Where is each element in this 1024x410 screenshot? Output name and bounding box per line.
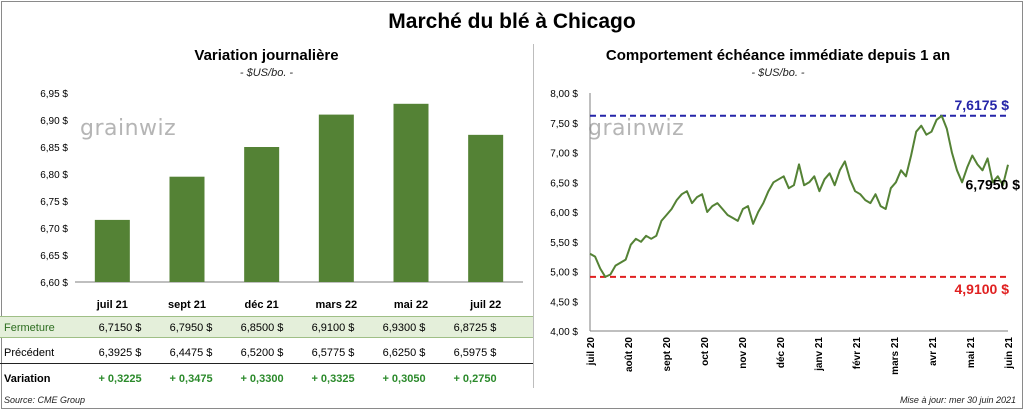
bar-chart-unit: - $US/bo. -: [239, 67, 294, 79]
x-tick-label: déc 20: [776, 337, 787, 369]
update-note: Mise à jour: mer 30 juin 2021: [899, 395, 1016, 405]
x-tick-label: nov 20: [738, 337, 749, 369]
y-tick-label: 6,50 $: [550, 178, 578, 189]
x-tick-label: avr 21: [928, 337, 939, 366]
x-tick-label: juil 20: [586, 337, 597, 367]
x-tick-label: juin 21: [1004, 337, 1015, 370]
last-value-label: 6,7950 $: [966, 177, 1021, 193]
y-tick-label: 8,00 $: [550, 89, 578, 100]
x-tick-label: mars 22: [316, 299, 358, 311]
x-tick-label: juil 21: [96, 299, 128, 311]
x-tick-label: déc 21: [245, 299, 279, 311]
y-tick-label: 5,00 $: [550, 268, 578, 279]
bar: [393, 103, 429, 282]
table-cell: + 0,3050: [382, 373, 426, 385]
table-cell: 6,5775 $: [311, 347, 355, 359]
series-line: [589, 114, 1009, 278]
table-cell: 6,7950 $: [169, 322, 213, 334]
y-tick-label: 6,70 $: [40, 224, 68, 235]
table-cell: 6,8500 $: [240, 322, 284, 334]
bar-chart-title: Variation journalière: [194, 47, 339, 64]
table-cell: + 0,2750: [453, 373, 497, 385]
bar: [318, 114, 354, 282]
max-value-label: 7,6175 $: [955, 97, 1010, 113]
table-row-previous: Précédent 6,3925 $ 6,4475 $ 6,5200 $ 6,5…: [0, 342, 533, 364]
table-cell: + 0,3475: [169, 373, 213, 385]
bar: [468, 134, 504, 282]
bar: [169, 176, 205, 282]
x-tick-label: sept 21: [168, 299, 206, 311]
bar-chart: 6,60 $ 6,65 $ 6,70 $ 6,75 $ 6,80 $ 6,85 $ 6,90…: [40, 89, 523, 311]
bar: [244, 147, 280, 282]
source-note: Source: CME Group: [4, 395, 86, 405]
row-label: Précédent: [4, 347, 55, 359]
y-tick-label: 5,50 $: [550, 238, 578, 249]
y-tick-label: 6,65 $: [40, 251, 68, 262]
table-cell: 6,8725 $: [453, 322, 497, 334]
table-cell: + 0,3300: [240, 373, 284, 385]
panel-divider: [533, 44, 534, 388]
table-cell: 6,5200 $: [240, 347, 284, 359]
table-cell: 6,9300 $: [382, 322, 426, 334]
line-chart-title: Comportement échéance immédiate depuis 1…: [605, 47, 951, 64]
x-tick-label: sept 20: [662, 337, 673, 372]
x-tick-label: août 20: [624, 337, 635, 372]
y-tick-label: 6,90 $: [40, 116, 68, 127]
table-cell: 6,7150 $: [98, 322, 142, 334]
table-cell: 6,3925 $: [98, 347, 142, 359]
y-tick-label: 6,95 $: [40, 89, 68, 100]
x-tick-label: févr 21: [852, 337, 863, 370]
x-tick-label: oct 20: [700, 337, 711, 366]
y-tick-label: 6,75 $: [40, 197, 68, 208]
y-tick-label: 4,00 $: [550, 327, 578, 338]
line-chart: 4,00 $ 4,50 $ 5,00 $ 5,50 $ 6,00 $ 6,50 $ 7,00…: [550, 89, 1021, 375]
x-tick-label: mai 22: [394, 299, 428, 311]
y-tick-label: 7,00 $: [550, 149, 578, 160]
table-cell: 6,5975 $: [453, 347, 497, 359]
row-label: Fermeture: [4, 322, 55, 334]
watermark-logo: grainwiz: [588, 116, 685, 141]
min-value-label: 4,9100 $: [955, 281, 1010, 297]
table-cell: 6,9100 $: [311, 322, 355, 334]
x-tick-label: janv 21: [814, 337, 825, 372]
y-tick-label: 6,85 $: [40, 143, 68, 154]
y-tick-label: 6,60 $: [40, 278, 68, 289]
table-row-variation: Variation + 0,3225 + 0,3475 + 0,3300 + 0…: [0, 368, 533, 390]
watermark-logo: grainwiz: [80, 116, 177, 141]
bar: [94, 219, 130, 282]
row-label: Variation: [4, 373, 51, 385]
page-title: Marché du blé à Chicago: [388, 10, 636, 33]
x-tick-label: mai 21: [966, 337, 977, 369]
table-row-close: Fermeture 6,7150 $ 6,7950 $ 6,8500 $ 6,9…: [0, 316, 533, 338]
line-chart-unit: - $US/bo. -: [751, 67, 805, 79]
x-tick-label: juil 22: [469, 299, 501, 311]
x-tick-label: mars 21: [890, 337, 901, 375]
y-tick-label: 6,00 $: [550, 208, 578, 219]
y-tick-label: 7,50 $: [550, 119, 578, 130]
table-cell: 6,4475 $: [169, 347, 213, 359]
table-cell: + 0,3225: [98, 373, 142, 385]
y-tick-label: 4,50 $: [550, 297, 578, 308]
table-cell: + 0,3325: [311, 373, 355, 385]
table-cell: 6,6250 $: [382, 347, 426, 359]
y-tick-label: 6,80 $: [40, 170, 68, 181]
